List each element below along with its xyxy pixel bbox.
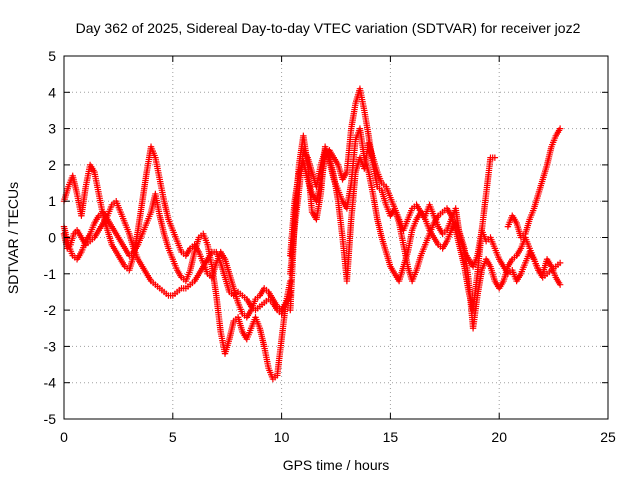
y-tick-label: -5 [44, 411, 57, 427]
x-tick-label: 0 [60, 429, 68, 445]
data-point [556, 125, 564, 132]
y-tick-label: -1 [44, 266, 57, 282]
y-tick-label: 4 [48, 84, 56, 100]
series-7 [504, 125, 564, 241]
series-4 [287, 85, 564, 288]
y-tick-label: -2 [44, 302, 57, 318]
data-point [491, 154, 499, 161]
data-point [556, 281, 564, 288]
data-series [60, 85, 564, 383]
x-tick-label: 20 [491, 429, 507, 445]
y-tick-label: 2 [48, 157, 56, 173]
y-tick-label: 0 [48, 230, 56, 246]
series-3 [60, 190, 294, 383]
y-axis-label: SDTVAR / TECUs [5, 182, 21, 294]
x-tick-label: 15 [383, 429, 399, 445]
data-point [287, 277, 294, 285]
y-tick-label: 1 [48, 193, 56, 209]
series-2 [60, 143, 294, 321]
x-tick-label: 10 [274, 429, 290, 445]
y-tick-label: -3 [44, 338, 57, 354]
x-tick-label: 5 [169, 429, 177, 445]
x-tick-label: 25 [600, 429, 616, 445]
y-tick-label: 3 [48, 121, 56, 137]
series-6 [287, 139, 499, 314]
series-5 [287, 125, 564, 332]
x-axis-label: GPS time / hours [283, 457, 390, 473]
data-point [556, 259, 564, 267]
y-tick-label: -4 [44, 375, 57, 391]
y-tick-label: 5 [48, 48, 56, 64]
chart-title: Day 362 of 2025, Sidereal Day-to-day VTE… [76, 20, 581, 36]
